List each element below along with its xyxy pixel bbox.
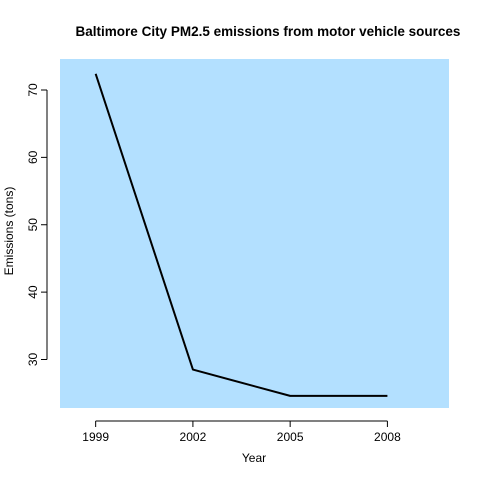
y-tick-label: 60 <box>26 150 40 164</box>
x-axis-label: Year <box>242 451 266 465</box>
y-axis: 30 40 50 60 70 <box>26 83 48 366</box>
chart-title: Baltimore City PM2.5 emissions from moto… <box>76 24 461 39</box>
x-tick-label: 1999 <box>82 430 109 444</box>
x-tick-label: 2002 <box>180 430 207 444</box>
y-axis-label: Emissions (tons) <box>2 187 16 276</box>
x-tick-label: 2005 <box>277 430 304 444</box>
y-tick-label: 40 <box>26 285 40 299</box>
plot-background <box>60 59 449 408</box>
y-tick-label: 50 <box>26 218 40 232</box>
series-line <box>94 73 388 397</box>
x-tick-label: 2008 <box>374 430 401 444</box>
y-tick-label: 30 <box>26 352 40 366</box>
y-tick-label: 70 <box>26 83 40 97</box>
x-axis: 1999 2002 2005 2008 <box>82 420 401 444</box>
